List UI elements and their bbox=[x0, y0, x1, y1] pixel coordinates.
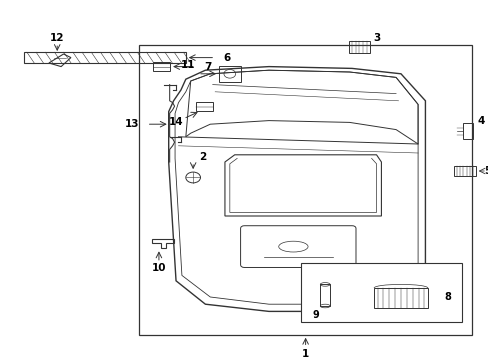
Text: 14: 14 bbox=[168, 117, 183, 127]
Text: 9: 9 bbox=[311, 310, 318, 320]
Bar bbox=[139, 45, 471, 335]
Bar bbox=[300, 263, 461, 322]
Bar bbox=[373, 288, 427, 308]
Text: 13: 13 bbox=[124, 119, 139, 129]
Bar bbox=[462, 123, 472, 139]
Text: 12: 12 bbox=[50, 33, 64, 43]
Text: 11: 11 bbox=[181, 60, 195, 70]
Text: 4: 4 bbox=[477, 116, 485, 126]
Text: 10: 10 bbox=[151, 263, 166, 273]
Bar bbox=[320, 284, 329, 306]
Text: 3: 3 bbox=[372, 33, 379, 43]
Text: 5: 5 bbox=[484, 166, 488, 176]
Bar bbox=[152, 62, 170, 71]
Bar bbox=[219, 66, 240, 82]
Bar bbox=[24, 52, 185, 63]
Text: 8: 8 bbox=[443, 292, 450, 302]
Bar bbox=[348, 41, 369, 53]
Bar bbox=[453, 166, 475, 176]
Bar bbox=[195, 102, 212, 111]
Text: 1: 1 bbox=[302, 348, 308, 359]
Text: 2: 2 bbox=[199, 152, 206, 162]
Text: 6: 6 bbox=[224, 53, 230, 63]
Text: 7: 7 bbox=[203, 62, 211, 72]
